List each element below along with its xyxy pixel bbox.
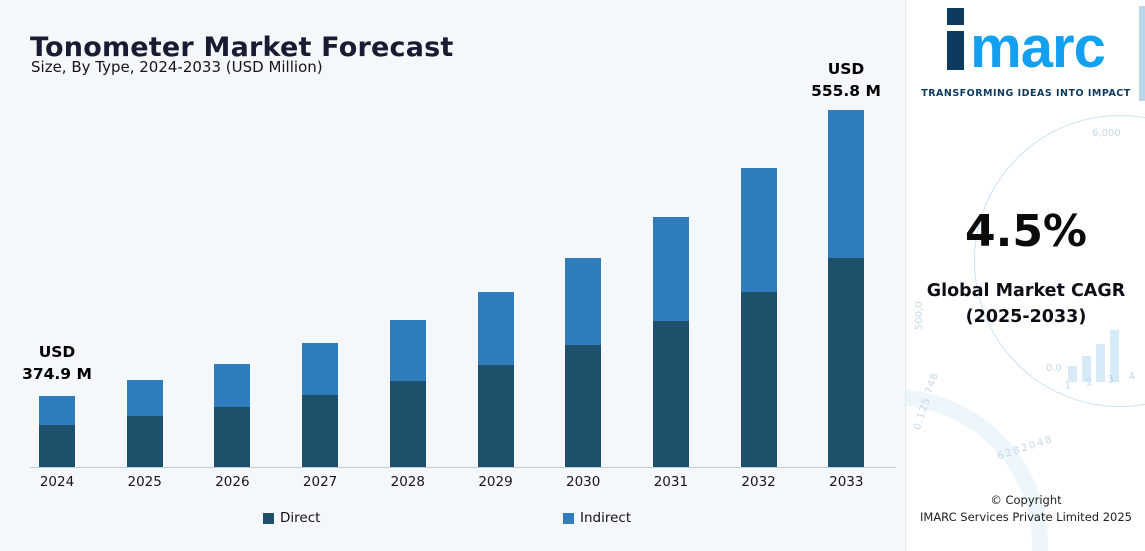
bar-segment-direct-2024 bbox=[39, 425, 75, 467]
decor-mini-bar-chart bbox=[1068, 330, 1119, 382]
x-axis-label-2033: 2033 bbox=[829, 474, 864, 490]
bar-segment-direct-2033 bbox=[828, 258, 865, 467]
bar-2026 bbox=[214, 364, 251, 467]
bar-segment-direct-2031 bbox=[652, 320, 689, 467]
x-axis-label-2025: 2025 bbox=[127, 474, 162, 490]
sidebar: 6,000 500,0 0.0 1 2 3 4 6282048 0.125 748 mar… bbox=[905, 0, 1145, 551]
x-axis-label-2026: 2026 bbox=[215, 474, 250, 490]
last-bar-value-amount: 555.8 M bbox=[811, 82, 881, 100]
bar-2028 bbox=[389, 319, 426, 467]
cagr-value: 4.5% bbox=[964, 206, 1088, 257]
bar-segment-indirect-2030 bbox=[565, 258, 602, 345]
chart-panel: Tonometer Market Forecast Size, By Type,… bbox=[0, 32, 905, 532]
x-axis-label-2029: 2029 bbox=[478, 474, 513, 490]
decor-edge-strip bbox=[1139, 6, 1145, 101]
legend-swatch-direct bbox=[263, 512, 274, 524]
logo-i-mark bbox=[947, 8, 965, 70]
bar-segment-indirect-2032 bbox=[740, 168, 777, 293]
x-axis-label-2024: 2024 bbox=[39, 474, 75, 490]
bar-segment-direct-2026 bbox=[214, 406, 251, 467]
x-axis-label-2030: 2030 bbox=[566, 474, 601, 490]
bar-segment-indirect-2025 bbox=[126, 380, 163, 417]
bar-segment-direct-2025 bbox=[126, 416, 163, 467]
legend-swatch-indirect bbox=[563, 512, 574, 524]
bar-2030 bbox=[565, 258, 602, 467]
decor-text-2: 0.0 bbox=[1046, 363, 1062, 374]
last-bar-value-label: USD 555.8 M bbox=[791, 58, 901, 102]
bar-2032 bbox=[740, 168, 777, 467]
legend-label-direct: Direct bbox=[280, 510, 321, 526]
imarc-logo: marc bbox=[906, 8, 1145, 80]
bar-2029 bbox=[477, 292, 514, 467]
bar-2033 bbox=[828, 110, 865, 467]
last-bar-value-currency: USD bbox=[827, 60, 865, 78]
bar-2027 bbox=[302, 343, 339, 467]
bar-2024 bbox=[39, 396, 75, 467]
bar-segment-indirect-2024 bbox=[39, 396, 75, 426]
bar-segment-direct-2030 bbox=[565, 344, 602, 467]
cagr-label: Global Market CAGR (2025-2033) bbox=[906, 278, 1145, 330]
legend-label-indirect: Indirect bbox=[580, 510, 632, 526]
first-bar-value-label: USD 374.9 M bbox=[2, 341, 112, 385]
bar-segment-indirect-2033 bbox=[828, 110, 865, 259]
first-bar-value-currency: USD bbox=[38, 343, 76, 361]
bar-2031 bbox=[652, 217, 689, 467]
x-axis-label-2031: 2031 bbox=[653, 474, 689, 490]
x-axis-label-2028: 2028 bbox=[390, 474, 425, 490]
cagr-label-line1: Global Market CAGR bbox=[926, 281, 1126, 301]
logo-text: marc bbox=[970, 15, 1106, 80]
bar-segment-indirect-2028 bbox=[389, 319, 426, 381]
chart-subtitle: Size, By Type, 2024-2033 (USD Million) bbox=[31, 58, 323, 76]
page-title: Tonometer Market Forecast bbox=[30, 32, 454, 64]
bar-segment-direct-2028 bbox=[389, 380, 426, 467]
bar-segment-indirect-2031 bbox=[652, 217, 689, 321]
bar-segment-indirect-2027 bbox=[302, 343, 339, 395]
copyright-line2: IMARC Services Private Limited 2025 bbox=[920, 510, 1132, 524]
legend-item-direct: Direct bbox=[263, 510, 320, 526]
logo-i-stem bbox=[947, 31, 965, 70]
logo-tagline: TRANSFORMING IDEAS INTO IMPACT bbox=[921, 88, 1131, 99]
bar-segment-direct-2032 bbox=[740, 292, 777, 467]
x-axis-label-2027: 2027 bbox=[302, 474, 338, 490]
first-bar-value-amount: 374.9 M bbox=[22, 365, 92, 383]
copyright-line1: © Copyright bbox=[990, 493, 1062, 507]
cagr-label-line2: (2025-2033) bbox=[965, 307, 1087, 327]
legend: Direct Indirect bbox=[0, 510, 905, 532]
logo-i-dot bbox=[947, 8, 965, 25]
legend-item-indirect: Indirect bbox=[563, 510, 631, 526]
x-axis-label-2032: 2032 bbox=[741, 474, 776, 490]
bar-segment-direct-2029 bbox=[477, 364, 514, 467]
decor-text-0: 6,000 bbox=[1092, 128, 1121, 139]
plot-area bbox=[30, 110, 896, 468]
copyright: © Copyright IMARC Services Private Limit… bbox=[906, 492, 1145, 526]
x-axis-labels: 2024 2025 2026 2027 2028 2029 2030 2031 2032 2033 bbox=[30, 474, 896, 494]
bar-segment-indirect-2026 bbox=[214, 364, 251, 407]
bar-segment-direct-2027 bbox=[302, 394, 339, 467]
bar-2025 bbox=[126, 380, 163, 467]
decor-layer: 6,000 500,0 0.0 1 2 3 4 6282048 0.125 748 bbox=[906, 0, 1145, 551]
bar-segment-indirect-2029 bbox=[477, 292, 514, 365]
